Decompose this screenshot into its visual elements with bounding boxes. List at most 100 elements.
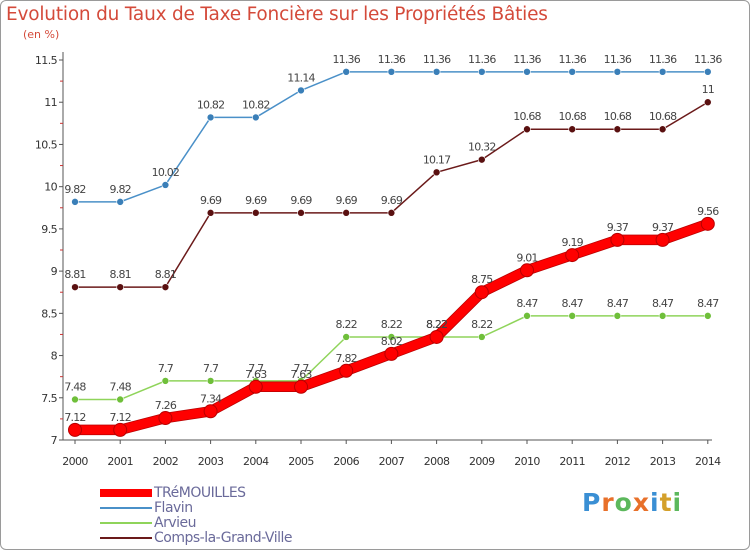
y-tick-label: 7 xyxy=(51,434,58,447)
data-label-tremouilles: 7.12 xyxy=(64,411,85,424)
data-label-arvieu: 8.47 xyxy=(607,297,629,310)
data-label-comps: 8.81 xyxy=(110,268,131,281)
data-point-arvieu xyxy=(206,377,215,385)
data-label-tremouilles: 7.34 xyxy=(200,392,222,405)
legend-swatch-comps xyxy=(100,537,152,539)
data-point-tremouilles xyxy=(113,422,128,437)
legend-label-comps: Comps-la-Grand-Ville xyxy=(154,530,292,546)
data-point-tremouilles xyxy=(565,248,580,263)
series-line-flavin xyxy=(74,71,709,203)
data-point-flavin xyxy=(71,198,79,206)
y-tick-label: 8 xyxy=(51,350,58,363)
y-tick-label: 8.5 xyxy=(41,307,57,320)
data-point-comps xyxy=(613,125,622,134)
logo-letter: P xyxy=(582,488,602,517)
data-label-arvieu: 7.7 xyxy=(158,362,174,375)
data-point-arvieu xyxy=(116,395,124,404)
data-label-arvieu: 8.47 xyxy=(652,297,674,310)
data-point-flavin xyxy=(116,198,124,206)
data-label-comps: 11 xyxy=(702,83,714,96)
data-label-comps: 8.81 xyxy=(155,268,176,281)
data-point-arvieu xyxy=(477,333,486,341)
x-tick-label: 2004 xyxy=(243,455,269,468)
data-point-comps xyxy=(568,125,577,134)
data-label-tremouilles: 7.82 xyxy=(336,352,357,365)
data-point-tremouilles xyxy=(429,329,444,344)
data-point-comps xyxy=(342,209,351,217)
data-label-tremouilles: 8.22 xyxy=(426,318,447,331)
data-label-tremouilles: 8.02 xyxy=(381,335,402,348)
data-point-tremouilles xyxy=(68,422,82,437)
x-tick-label: 2014 xyxy=(695,455,721,468)
data-point-comps xyxy=(71,283,79,291)
x-tick-label: 2011 xyxy=(559,455,585,468)
logo-letter: i xyxy=(650,488,660,517)
x-tick-label: 2003 xyxy=(198,455,224,468)
data-point-flavin xyxy=(161,181,170,189)
data-point-tremouilles xyxy=(203,404,218,419)
data-label-comps: 10.68 xyxy=(513,110,541,123)
data-point-arvieu xyxy=(161,377,170,385)
data-label-arvieu: 7.48 xyxy=(64,380,86,393)
data-label-flavin: 9.82 xyxy=(64,183,85,196)
data-point-arvieu xyxy=(71,395,79,404)
data-point-flavin xyxy=(568,68,577,76)
x-tick-label: 2008 xyxy=(424,455,450,468)
data-label-arvieu: 8.22 xyxy=(426,318,447,331)
data-label-flavin: 10.02 xyxy=(152,166,180,179)
data-label-comps: 10.17 xyxy=(423,153,451,166)
data-label-tremouilles: 9.01 xyxy=(516,251,537,264)
data-label-comps: 9.69 xyxy=(290,194,312,207)
data-label-arvieu: 8.22 xyxy=(471,318,492,331)
data-label-comps: 8.81 xyxy=(64,268,85,281)
data-point-arvieu xyxy=(523,312,531,320)
x-tick-label: 2001 xyxy=(107,455,133,468)
data-point-flavin xyxy=(387,68,396,76)
data-point-flavin xyxy=(477,68,486,76)
data-label-flavin: 11.36 xyxy=(558,53,586,66)
data-label-tremouilles: 7.63 xyxy=(290,368,312,381)
data-label-arvieu: 8.22 xyxy=(336,318,357,331)
data-point-arvieu xyxy=(658,312,667,320)
logo-letter: o xyxy=(614,488,633,517)
data-point-tremouilles xyxy=(339,363,354,378)
y-tick-label: 7.5 xyxy=(41,392,57,405)
data-label-arvieu: 8.47 xyxy=(697,297,719,310)
logo-letter: r xyxy=(601,488,615,517)
data-label-tremouilles: 9.56 xyxy=(697,205,719,218)
data-label-flavin: 11.36 xyxy=(378,53,406,66)
data-point-tremouilles xyxy=(610,232,625,247)
data-point-comps xyxy=(477,155,486,164)
data-point-tremouilles xyxy=(474,285,489,300)
data-point-comps xyxy=(161,283,170,291)
y-tick-label: 9 xyxy=(51,265,58,278)
y-tick-label: 11.5 xyxy=(35,54,58,67)
data-label-flavin: 11.14 xyxy=(287,71,315,84)
proxiti-logo: Proxiti xyxy=(582,488,682,517)
legend-label-arvieu: Arvieu xyxy=(154,515,197,531)
data-label-arvieu: 8.47 xyxy=(516,297,538,310)
data-point-arvieu xyxy=(613,312,622,320)
data-point-arvieu xyxy=(342,333,351,341)
data-point-comps xyxy=(206,209,215,217)
y-tick-label: 10.5 xyxy=(35,138,58,151)
legend-label-flavin: Flavin xyxy=(154,500,193,516)
data-label-arvieu: 7.7 xyxy=(293,362,309,375)
x-tick-label: 2000 xyxy=(62,455,88,468)
data-point-flavin xyxy=(206,113,215,122)
data-label-comps: 10.68 xyxy=(558,110,586,123)
data-label-arvieu: 7.7 xyxy=(248,362,264,375)
series-lines xyxy=(68,68,715,437)
data-label-arvieu: 7.48 xyxy=(110,380,132,393)
data-label-arvieu: 8.47 xyxy=(562,297,584,310)
data-point-flavin xyxy=(342,68,351,76)
y-tick-label: 11 xyxy=(44,96,57,109)
data-label-flavin: 9.82 xyxy=(110,183,131,196)
data-label-tremouilles: 9.37 xyxy=(652,221,674,234)
logo-letter: i xyxy=(672,488,683,517)
data-point-flavin xyxy=(658,68,667,76)
legend-swatch-flavin xyxy=(100,507,152,509)
data-label-flavin: 11.36 xyxy=(423,53,451,66)
data-point-arvieu xyxy=(387,333,396,341)
